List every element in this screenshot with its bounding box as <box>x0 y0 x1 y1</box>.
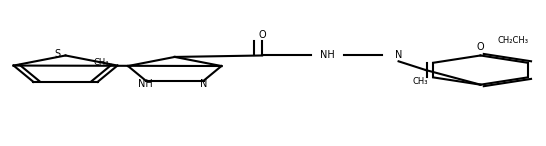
Text: CH₃: CH₃ <box>93 58 109 67</box>
Text: O: O <box>258 30 266 40</box>
Text: CH₂CH₃: CH₂CH₃ <box>498 36 529 45</box>
Text: N: N <box>200 79 207 89</box>
Text: N: N <box>395 51 402 60</box>
Text: NH: NH <box>320 51 335 60</box>
Text: O: O <box>477 42 484 52</box>
Text: NH: NH <box>139 79 153 89</box>
Text: S: S <box>54 49 61 59</box>
Text: CH₃: CH₃ <box>413 77 428 86</box>
